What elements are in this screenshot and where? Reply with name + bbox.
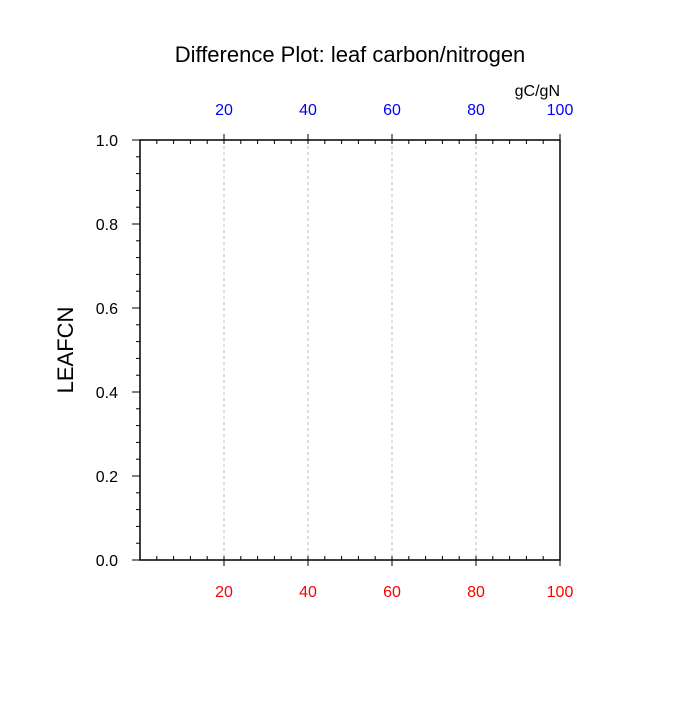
x-bottom-tick-label: 20: [215, 584, 233, 601]
y-tick-label: 0.0: [96, 553, 118, 570]
x-top-tick-label: 80: [467, 102, 485, 119]
x-bottom-tick-label: 40: [299, 584, 317, 601]
tick-labels: 20 20 40 40 60 60 80 80 100 100 0.0 0.2 0.4 0.6 0.8 1.0: [96, 102, 574, 601]
top-axis-units-label: gC/gN: [515, 83, 560, 100]
plot-frame: [139, 139, 561, 561]
y-tick-label: 0.2: [96, 469, 118, 486]
y-tick-label: 0.4: [96, 385, 118, 402]
axis-ticks: [132, 134, 561, 566]
x-bottom-tick-label: 80: [467, 584, 485, 601]
x-top-tick-label: 20: [215, 102, 233, 119]
y-tick-label: 0.8: [96, 217, 118, 234]
x-bottom-tick-label: 100: [547, 584, 574, 601]
y-tick-label: 0.6: [96, 301, 118, 318]
x-top-tick-label: 60: [383, 102, 401, 119]
x-bottom-tick-label: 60: [383, 584, 401, 601]
grid-lines: [223, 140, 477, 560]
x-top-tick-label: 40: [299, 102, 317, 119]
y-axis-label: LEAFCN: [53, 307, 78, 394]
y-tick-label: 1.0: [96, 133, 118, 150]
chart-title: Difference Plot: leaf carbon/nitrogen: [175, 42, 526, 67]
x-top-tick-label: 100: [547, 102, 574, 119]
